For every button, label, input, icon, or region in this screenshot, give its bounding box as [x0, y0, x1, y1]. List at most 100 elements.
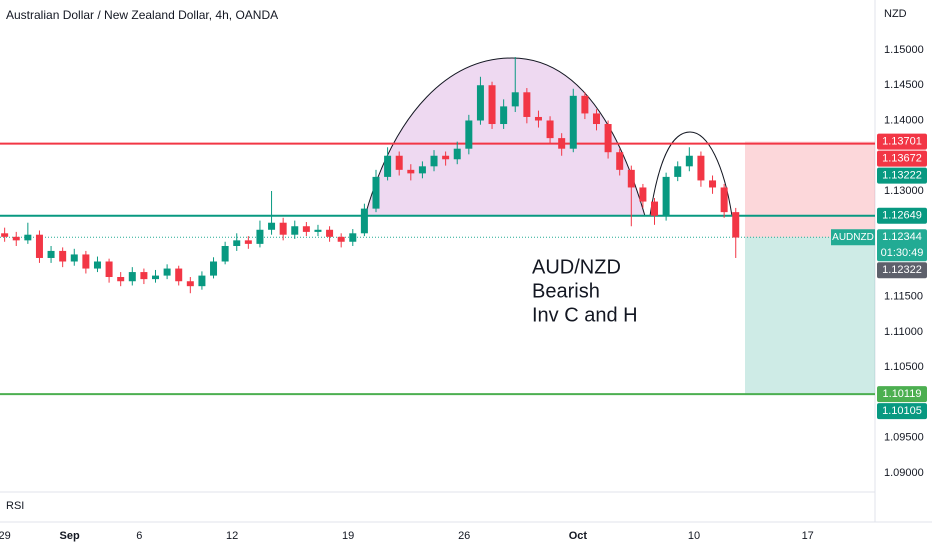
candle-body — [465, 120, 473, 149]
price-tag — [877, 262, 927, 279]
x-tick-label: 19 — [342, 530, 354, 542]
candle-body — [569, 95, 577, 149]
candle-body — [210, 261, 218, 276]
candle-body — [674, 166, 682, 177]
candle-body — [349, 233, 357, 242]
candle-body — [1, 233, 9, 237]
candle-body — [651, 201, 659, 216]
candle-body — [314, 229, 322, 232]
x-tick-label: Oct — [569, 530, 588, 542]
candle-body — [186, 281, 194, 287]
x-tick-label: 26 — [458, 530, 470, 542]
y-tick-label: 1.11000 — [884, 326, 923, 338]
candle-body — [430, 155, 438, 167]
handle-arc — [649, 131, 733, 217]
candle-body — [302, 226, 310, 232]
candle-body — [384, 155, 392, 177]
annotation-line: Inv C and H — [532, 304, 638, 326]
target-zone — [745, 237, 875, 396]
candle-body — [360, 208, 368, 234]
candle-body — [105, 261, 113, 278]
candle-body — [558, 138, 566, 149]
candle-body — [372, 176, 380, 209]
y-tick-label: 1.09000 — [884, 467, 924, 479]
candle-body — [616, 152, 624, 170]
y-tick-label: 1.10500 — [884, 361, 924, 373]
price-tag — [877, 167, 927, 184]
x-tick-label: 17 — [802, 530, 814, 542]
candle-body — [337, 236, 345, 242]
candle-body — [117, 277, 125, 282]
candle-body — [93, 261, 101, 269]
candle-body — [12, 236, 20, 241]
stop-zone — [745, 141, 875, 238]
price-tag — [877, 403, 927, 420]
candle-body — [476, 85, 484, 121]
price-tag-label: 1.13672 — [882, 152, 922, 164]
candle-body — [697, 155, 705, 181]
candle-body — [639, 187, 647, 202]
price-tag-label: 1.10119 — [883, 388, 922, 400]
x-tick-label: 10 — [688, 530, 700, 542]
candle-body — [500, 106, 508, 125]
candle-body — [175, 268, 183, 282]
candle-body — [82, 254, 90, 269]
pane-label: RSI — [6, 500, 24, 512]
candle-body — [24, 234, 32, 241]
price-tag-countdown: 01:30:49 — [881, 247, 924, 259]
candle-body — [453, 148, 461, 160]
candle-body — [709, 180, 717, 188]
price-tag-label: 1.13222 — [882, 169, 922, 181]
candle-body — [523, 92, 531, 117]
y-tick-label: 1.13000 — [884, 185, 924, 197]
candle-body — [592, 113, 600, 125]
y-tick-label: 1.09500 — [884, 432, 924, 444]
candle-body — [128, 272, 136, 282]
annotation-line: Bearish — [532, 280, 600, 302]
candle-body — [685, 155, 693, 167]
y-tick-label: 1.14000 — [884, 114, 924, 126]
price-tag — [877, 133, 927, 150]
candle-body — [233, 240, 241, 246]
price-tag — [877, 150, 927, 167]
y-tick-label: 1.11500 — [884, 291, 923, 303]
symbol-tag-label: AUDNZD — [832, 232, 874, 243]
candle-body — [140, 272, 148, 280]
y-tick-label: 1.15000 — [884, 44, 924, 56]
candle-body — [59, 250, 67, 262]
price-tag — [877, 386, 927, 403]
x-tick-label: 29 — [0, 530, 11, 542]
chart-title: Australian Dollar / New Zealand Dollar, … — [6, 8, 278, 22]
candle-body — [627, 169, 635, 188]
candle-body — [47, 250, 55, 258]
candle-body — [291, 226, 299, 235]
candle-body — [534, 116, 542, 121]
price-tag-label: 1.10105 — [882, 405, 922, 417]
candle-body — [604, 124, 612, 153]
x-tick-label: Sep — [60, 530, 80, 542]
y-tick-label: 1.14500 — [884, 79, 924, 91]
candle-body — [163, 268, 171, 276]
price-tag-label: 1.12344 — [882, 231, 922, 243]
cup-arc — [364, 57, 646, 217]
symbol-tag — [831, 229, 875, 246]
candle-body — [279, 222, 287, 235]
candle-body — [732, 212, 740, 238]
candle-body — [581, 95, 589, 114]
price-tag — [877, 207, 927, 224]
candle-body — [418, 166, 426, 174]
candle-body — [152, 275, 160, 280]
candle-body — [221, 245, 229, 262]
candle-body — [407, 169, 415, 174]
candle-body — [488, 85, 496, 125]
price-tag-label: 1.12649 — [882, 210, 922, 222]
candle-body — [70, 254, 78, 262]
candle-body — [546, 120, 554, 139]
candle-body — [326, 229, 334, 237]
axis-unit: NZD — [884, 8, 907, 20]
price-tag — [877, 229, 927, 262]
annotation-line: AUD/NZD — [532, 256, 621, 278]
candle-body — [268, 222, 276, 230]
